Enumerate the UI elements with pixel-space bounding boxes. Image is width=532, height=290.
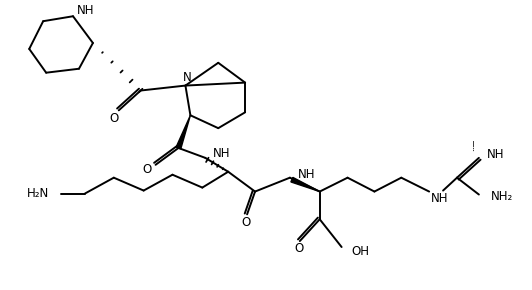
Text: NH: NH bbox=[431, 192, 448, 205]
Text: N: N bbox=[183, 71, 192, 84]
Text: O: O bbox=[242, 216, 251, 229]
Polygon shape bbox=[291, 177, 320, 192]
Text: O: O bbox=[294, 242, 303, 255]
Text: NH: NH bbox=[213, 147, 231, 160]
Text: O: O bbox=[142, 163, 151, 176]
Text: |: | bbox=[471, 141, 475, 151]
Text: NH: NH bbox=[77, 4, 95, 17]
Text: OH: OH bbox=[352, 245, 370, 258]
Text: NH₂: NH₂ bbox=[491, 190, 513, 203]
Text: O: O bbox=[109, 112, 119, 125]
Text: H₂N: H₂N bbox=[27, 187, 49, 200]
Text: imine: imine bbox=[453, 146, 477, 155]
Text: NH: NH bbox=[298, 168, 315, 181]
Polygon shape bbox=[176, 115, 190, 149]
Text: NH: NH bbox=[487, 148, 504, 162]
